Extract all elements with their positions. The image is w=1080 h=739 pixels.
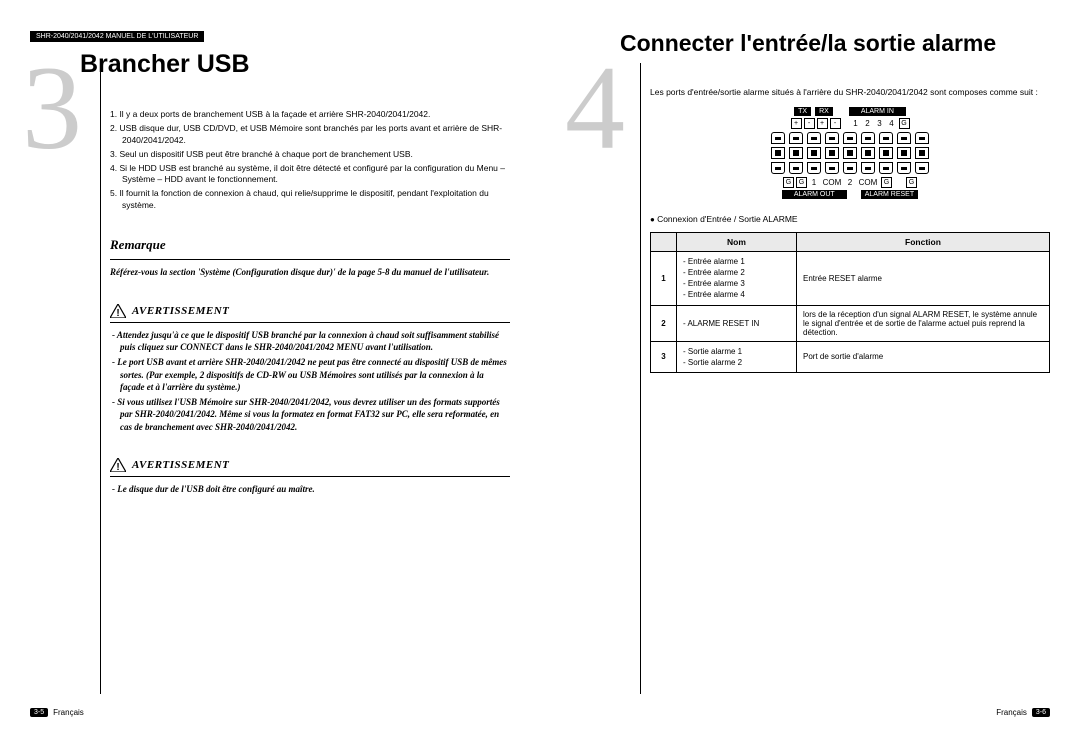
right-content: Les ports d'entrée/sortie alarme situés … — [650, 87, 1050, 373]
pin-label: G — [906, 177, 917, 188]
section-number-4: 4 — [565, 60, 625, 156]
cell-line: - Entrée alarme 3 — [683, 278, 790, 289]
svg-text:!: ! — [116, 308, 119, 318]
table-cell-idx: 3 — [651, 341, 677, 372]
warning-icon: ! — [110, 304, 126, 318]
pin-label: G — [796, 177, 807, 188]
list-item: 5. Il fournit la fonction de connexion à… — [110, 188, 510, 212]
terminal-diagram: TX RX ALARM IN + - + - 1 2 3 4 G — [745, 107, 955, 199]
table-header-nom: Nom — [677, 232, 797, 251]
pin-label: G — [783, 177, 794, 188]
table-cell-func: lors de la réception d'un signal ALARM R… — [797, 305, 1050, 341]
remarque-heading: Remarque — [110, 237, 510, 253]
remarque-body: Référez-vous la section 'Système (Config… — [110, 266, 510, 279]
table-cell-idx: 1 — [651, 251, 677, 305]
table-cell-name: - ALARME RESET IN — [677, 305, 797, 341]
divider — [110, 259, 510, 260]
spread: SHR-2040/2041/2042 MANUEL DE L'UTILISATE… — [0, 0, 1080, 739]
cell-line: - Entrée alarme 2 — [683, 267, 790, 278]
pin-label: 1 — [809, 178, 819, 187]
cell-line: - Sortie alarme 2 — [683, 357, 790, 368]
table-row: 3 - Sortie alarme 1 - Sortie alarme 2 Po… — [651, 341, 1050, 372]
pin-label: 2 — [845, 178, 855, 187]
footer-left: 3-5 Français — [30, 708, 84, 717]
table-cell-name: - Entrée alarme 1 - Entrée alarme 2 - En… — [677, 251, 797, 305]
diagram-label-alarmout: ALARM OUT — [782, 190, 847, 199]
table-header-fonction: Fonction — [797, 232, 1050, 251]
warning-label: AVERTISSEMENT — [132, 305, 229, 317]
svg-text:!: ! — [116, 462, 119, 472]
cell-line: - Sortie alarme 1 — [683, 346, 790, 357]
diagram-label-alarmin: ALARM IN — [849, 107, 906, 116]
footer-language: Français — [996, 708, 1027, 717]
pin-label: G — [899, 118, 910, 129]
diagram-label-rx: RX — [815, 107, 833, 116]
diagram-screws-top — [745, 132, 955, 144]
pin-label: 4 — [887, 119, 897, 128]
list-item: 3. Seul un dispositif USB peut être bran… — [110, 149, 510, 161]
diagram-caption: Connexion d'Entrée / Sortie ALARME — [650, 214, 1050, 224]
diagram-screws-bottom — [745, 162, 955, 174]
usb-steps-list: 1. Il y a deux ports de branchement USB … — [110, 109, 510, 212]
list-item: Le disque dur de l'USB doit être configu… — [110, 483, 510, 496]
pin-label: G — [881, 177, 892, 188]
footer-right: Français 3-6 — [996, 708, 1050, 717]
pin-label: 1 — [851, 119, 861, 128]
pin-label: 2 — [863, 119, 873, 128]
list-item: Attendez jusqu'à ce que le dispositif US… — [110, 329, 510, 354]
page-number: 3-6 — [1032, 708, 1050, 717]
footer-language: Français — [53, 708, 84, 717]
warning-list-1: Attendez jusqu'à ce que le dispositif US… — [110, 329, 510, 434]
page-left: SHR-2040/2041/2042 MANUEL DE L'UTILISATE… — [0, 0, 540, 739]
pin-label: COM — [821, 178, 843, 187]
avertissement-heading-1: ! AVERTISSEMENT — [110, 304, 510, 318]
diagram-label-alarmreset: ALARM RESET — [861, 190, 918, 199]
table-cell-func: Entrée RESET alarme — [797, 251, 1050, 305]
cell-line: - ALARME RESET IN — [683, 318, 790, 329]
warning-icon: ! — [110, 458, 126, 472]
table-cell-name: - Sortie alarme 1 - Sortie alarme 2 — [677, 341, 797, 372]
pin-label: + — [791, 118, 802, 129]
pin-label: COM — [857, 178, 879, 187]
divider — [110, 476, 510, 477]
page-number: 3-5 — [30, 708, 48, 717]
page-right: 4 Connecter l'entrée/la sortie alarme Le… — [540, 0, 1080, 739]
left-content: 1. Il y a deux ports de branchement USB … — [110, 109, 510, 496]
diagram-top-pins: + - + - 1 2 3 4 G — [745, 118, 955, 129]
list-item: 1. Il y a deux ports de branchement USB … — [110, 109, 510, 121]
table-cell-idx: 2 — [651, 305, 677, 341]
vertical-rule — [640, 63, 641, 694]
section-title-usb: Brancher USB — [80, 50, 510, 79]
warning-list-2: Le disque dur de l'USB doit être configu… — [110, 483, 510, 496]
list-item: Le port USB avant et arrière SHR-2040/20… — [110, 356, 510, 394]
diagram-label-tx: TX — [794, 107, 811, 116]
table-row: 2 - ALARME RESET IN lors de la réception… — [651, 305, 1050, 341]
diagram-bottom-pins: G G 1 COM 2 COM G G — [745, 177, 955, 188]
table-row: 1 - Entrée alarme 1 - Entrée alarme 2 - … — [651, 251, 1050, 305]
list-item: Si vous utilisez l'USB Mémoire sur SHR-2… — [110, 396, 510, 434]
pin-label: - — [804, 118, 815, 129]
section-title-alarm: Connecter l'entrée/la sortie alarme — [620, 30, 1050, 57]
alarm-intro: Les ports d'entrée/sortie alarme situés … — [650, 87, 1050, 99]
alarm-function-table: Nom Fonction 1 - Entrée alarme 1 - Entré… — [650, 232, 1050, 373]
divider — [110, 322, 510, 323]
vertical-rule — [100, 63, 101, 694]
list-item: 2. USB disque dur, USB CD/DVD, et USB Mé… — [110, 123, 510, 147]
pin-label: - — [830, 118, 841, 129]
section-number-3: 3 — [22, 60, 82, 156]
cell-line: - Entrée alarme 4 — [683, 289, 790, 300]
warning-label: AVERTISSEMENT — [132, 459, 229, 471]
cell-line: - Entrée alarme 1 — [683, 256, 790, 267]
pin-label: 3 — [875, 119, 885, 128]
avertissement-heading-2: ! AVERTISSEMENT — [110, 458, 510, 472]
diagram-pins-mid — [745, 147, 955, 159]
table-header — [651, 232, 677, 251]
pin-label: + — [817, 118, 828, 129]
list-item: 4. Si le HDD USB est branché au système,… — [110, 163, 510, 187]
table-cell-func: Port de sortie d'alarme — [797, 341, 1050, 372]
